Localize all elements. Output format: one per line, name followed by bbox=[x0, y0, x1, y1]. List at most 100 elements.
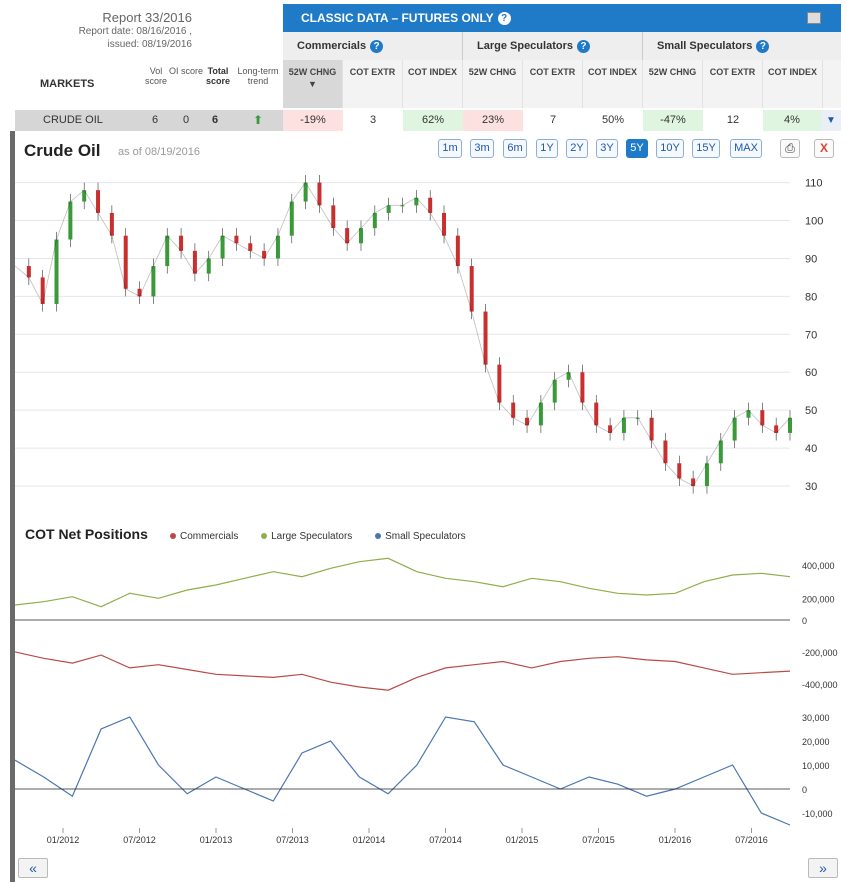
col-cot-index[interactable]: COT INDEX bbox=[583, 60, 643, 108]
range-5y[interactable]: 5Y bbox=[626, 139, 648, 158]
row-dropdown-icon[interactable]: ▼ bbox=[821, 110, 841, 131]
col-cot-extr[interactable]: COT EXTR bbox=[523, 60, 583, 108]
col-52w-chng[interactable]: 52W CHNG bbox=[463, 60, 523, 108]
x-tick-label: 07/2016 bbox=[735, 835, 768, 845]
cot-title: COT Net Positions bbox=[25, 526, 148, 542]
help-icon[interactable]: ? bbox=[756, 39, 770, 53]
candle-body bbox=[511, 402, 516, 418]
range-3y[interactable]: 3Y bbox=[596, 139, 618, 158]
candle-body bbox=[760, 410, 765, 426]
candle-body bbox=[621, 417, 626, 433]
price-chart: 110 100 90 80 70 60 50 40 30 bbox=[15, 175, 823, 494]
col-cot-extr[interactable]: COT EXTR bbox=[343, 60, 403, 108]
group-small-speculators: Small Speculators? bbox=[643, 32, 841, 60]
range-max[interactable]: MAX bbox=[730, 139, 762, 158]
candle-body bbox=[691, 478, 696, 487]
x-tick-label: 01/2016 bbox=[659, 835, 692, 845]
candle-body bbox=[331, 205, 336, 229]
banner-title: CLASSIC DATA – FUTURES ONLY bbox=[301, 11, 494, 25]
report-title: Report 33/2016 bbox=[102, 10, 192, 25]
candle-body bbox=[151, 266, 156, 297]
col-cot-index[interactable]: COT INDEX bbox=[763, 60, 823, 108]
x-tick-label: 07/2012 bbox=[123, 835, 156, 845]
chart-asof: as of 08/19/2016 bbox=[118, 146, 200, 158]
cell-large-index: 50% bbox=[583, 110, 643, 131]
price-tick-label: 100 bbox=[805, 216, 823, 228]
small-speculators-tick-label: -10,000 bbox=[802, 809, 833, 819]
large-speculators-tick-label: 200,000 bbox=[802, 594, 835, 604]
price-tick-label: 60 bbox=[805, 367, 817, 379]
scroll-left-button[interactable]: « bbox=[18, 858, 48, 878]
commercials-line bbox=[15, 651, 791, 691]
candle-body bbox=[704, 463, 709, 487]
price-tick-label: 50 bbox=[805, 405, 817, 417]
total-score: 6 bbox=[212, 114, 219, 126]
candle-body bbox=[635, 417, 640, 419]
range-3m[interactable]: 3m bbox=[470, 139, 494, 158]
candle-body bbox=[455, 235, 460, 267]
range-10y[interactable]: 10Y bbox=[656, 139, 684, 158]
scroll-right-button[interactable]: » bbox=[808, 858, 838, 878]
chart-title: Crude Oil bbox=[24, 141, 101, 160]
candle-body bbox=[525, 417, 530, 426]
candle-body bbox=[580, 372, 585, 403]
candle-body bbox=[54, 239, 59, 304]
close-chart-button[interactable]: X bbox=[814, 139, 834, 158]
price-tick-label: 70 bbox=[805, 329, 817, 341]
candle-body bbox=[372, 212, 377, 229]
cell-comm-index: 62% bbox=[403, 110, 463, 131]
cot-chart: 400,000 200,000 0 -200,000 -400,000 30,000 20,… bbox=[15, 557, 838, 845]
oi-score-label: OI score bbox=[168, 66, 203, 76]
print-icon[interactable] bbox=[807, 12, 821, 24]
candle-body bbox=[414, 197, 419, 206]
col-cot-index[interactable]: COT INDEX bbox=[403, 60, 463, 108]
candle-body bbox=[386, 205, 391, 213]
candle-body bbox=[26, 266, 31, 278]
report-issued: issued: 08/19/2016 bbox=[107, 39, 192, 50]
candle-body bbox=[317, 182, 322, 206]
candle-body bbox=[345, 228, 350, 244]
candle-body bbox=[497, 364, 502, 403]
report-date: Report date: 08/16/2016 , bbox=[78, 26, 192, 37]
help-icon[interactable]: ? bbox=[370, 39, 384, 53]
candle-body bbox=[248, 243, 253, 251]
large-speculators-tick-label: 400,000 bbox=[802, 561, 835, 571]
candle-body bbox=[40, 277, 45, 304]
markets-header: MARKETS Vol score OI score Total score L… bbox=[0, 62, 280, 110]
range-6m[interactable]: 6m bbox=[503, 139, 527, 158]
col-cot-extr[interactable]: COT EXTR bbox=[703, 60, 763, 108]
x-tick-label: 01/2012 bbox=[47, 835, 80, 845]
legend-small-speculators: Small Speculators bbox=[375, 531, 476, 542]
price-tick-label: 40 bbox=[805, 443, 817, 455]
price-tick-label: 80 bbox=[805, 291, 817, 303]
range-1y[interactable]: 1Y bbox=[536, 139, 558, 158]
classic-data-banner: CLASSIC DATA – FUTURES ONLY? bbox=[283, 4, 841, 32]
price-tick-label: 90 bbox=[805, 253, 817, 265]
help-icon[interactable]: ? bbox=[576, 39, 590, 53]
market-name: CRUDE OIL bbox=[43, 114, 103, 126]
candle-body bbox=[552, 379, 557, 403]
candle-body bbox=[303, 182, 308, 202]
range-15y[interactable]: 15Y bbox=[692, 139, 720, 158]
legend-commercials: Commercials bbox=[170, 531, 248, 542]
col-52w-chng-sorted[interactable]: 52W CHNG ▼ bbox=[283, 60, 343, 108]
range-1m[interactable]: 1m bbox=[438, 139, 462, 158]
price-tick-label: 30 bbox=[805, 481, 817, 493]
vol-score-label: Vol score bbox=[144, 66, 167, 86]
help-icon[interactable]: ? bbox=[497, 12, 511, 26]
candle-body bbox=[262, 250, 267, 259]
col-52w-chng[interactable]: 52W CHNG bbox=[643, 60, 703, 108]
x-tick-label: 07/2014 bbox=[429, 835, 462, 845]
report-info: Report 33/2016 Report date: 08/16/2016 ,… bbox=[0, 0, 200, 110]
cell-large-52w: 23% bbox=[463, 110, 523, 131]
print-chart-icon[interactable]: ⎙ bbox=[780, 139, 800, 158]
oi-score: 0 bbox=[183, 114, 190, 126]
cell-small-extr: 12 bbox=[703, 110, 763, 131]
price-tick-label: 110 bbox=[805, 178, 823, 190]
candle-body bbox=[663, 440, 668, 464]
commercials-tick-label: -200,000 bbox=[802, 648, 838, 658]
cell-comm-52w: -19% bbox=[283, 110, 343, 131]
left-scroll-bar bbox=[10, 131, 15, 882]
range-2y[interactable]: 2Y bbox=[566, 139, 588, 158]
commercials-tick-label: -400,000 bbox=[802, 680, 838, 690]
